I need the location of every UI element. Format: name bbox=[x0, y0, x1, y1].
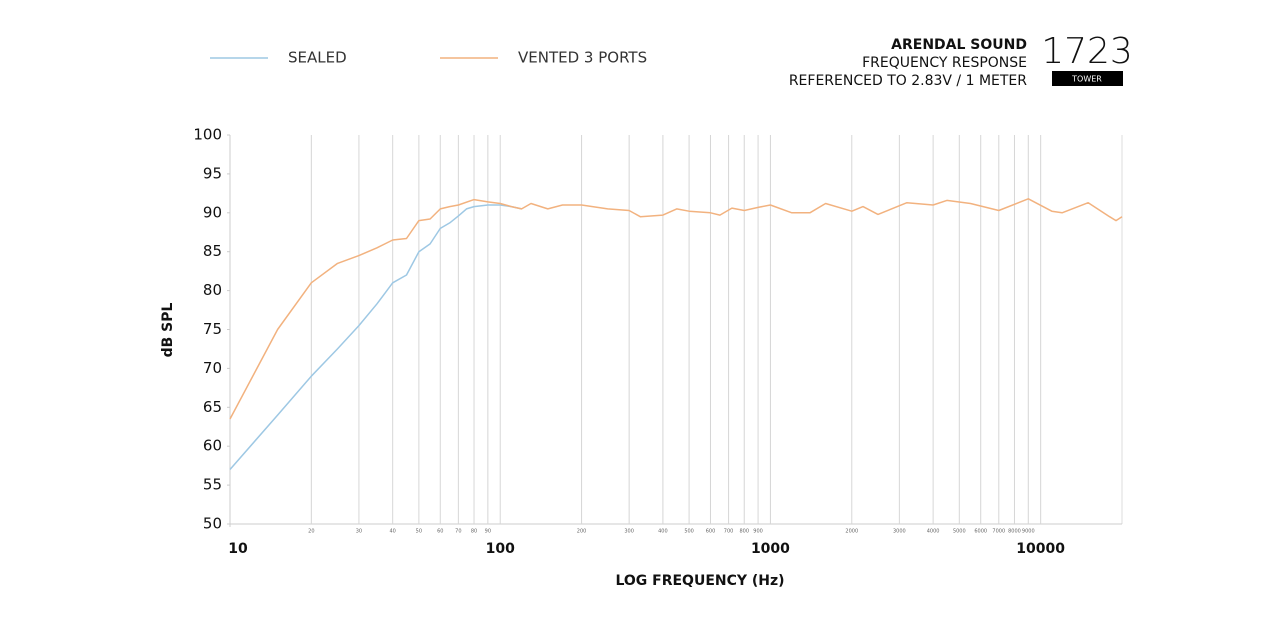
x-tick-label-minor: 80 bbox=[471, 529, 477, 535]
x-tick-label-minor: 40 bbox=[390, 529, 396, 535]
x-tick-label-minor: 900 bbox=[753, 529, 763, 535]
x-tick-label-minor: 4000 bbox=[927, 529, 940, 535]
y-tick-label: 90 bbox=[203, 203, 222, 221]
y-tick-label: 95 bbox=[203, 164, 222, 182]
y-tick-label: 70 bbox=[203, 359, 222, 377]
x-tick-label: 100 bbox=[486, 541, 515, 557]
x-tick-label-minor: 50 bbox=[416, 529, 422, 535]
model-variant: TOWER bbox=[1071, 75, 1102, 84]
x-tick-label-minor: 300 bbox=[624, 529, 634, 535]
y-tick-label: 100 bbox=[193, 126, 222, 144]
series-line bbox=[229, 198, 1123, 420]
model-number: 1723 bbox=[1041, 31, 1133, 72]
x-tick-label: 1000 bbox=[751, 541, 790, 557]
x-tick-label-minor: 200 bbox=[577, 529, 587, 535]
chart-subtitle: FREQUENCY RESPONSE bbox=[862, 55, 1027, 71]
y-tick-label: 75 bbox=[203, 320, 222, 338]
model-badge bbox=[1052, 71, 1123, 86]
x-tick-label-minor: 2000 bbox=[845, 529, 858, 535]
y-tick-label: 65 bbox=[203, 398, 222, 416]
y-tick-label: 85 bbox=[203, 242, 222, 260]
y-tick-label: 60 bbox=[203, 437, 222, 455]
x-tick-label-minor: 9000 bbox=[1022, 529, 1035, 535]
x-tick-label-minor: 600 bbox=[706, 529, 716, 535]
x-tick-label-minor: 3000 bbox=[893, 529, 906, 535]
chart-title: ARENDAL SOUND bbox=[891, 37, 1027, 53]
y-tick-label: 50 bbox=[203, 515, 222, 533]
x-tick-label: 10 bbox=[228, 541, 248, 557]
x-tick-label-minor: 5000 bbox=[953, 529, 966, 535]
x-tick-label-minor: 70 bbox=[455, 529, 461, 535]
y-tick-label: 80 bbox=[203, 281, 222, 299]
x-tick-label-minor: 6000 bbox=[974, 529, 987, 535]
legend-label: VENTED 3 PORTS bbox=[518, 49, 647, 67]
x-tick-label: 10000 bbox=[1016, 541, 1065, 557]
x-tick-label-minor: 90 bbox=[485, 529, 491, 535]
x-tick-label-minor: 30 bbox=[356, 529, 362, 535]
x-tick-label-minor: 7000 bbox=[992, 529, 1005, 535]
x-tick-label-minor: 400 bbox=[658, 529, 668, 535]
x-axis-label: LOG FREQUENCY (Hz) bbox=[615, 573, 784, 589]
y-axis-label: dB SPL bbox=[160, 303, 176, 358]
series-line bbox=[229, 204, 522, 470]
legend-label: SEALED bbox=[288, 49, 347, 67]
x-tick-label-minor: 60 bbox=[437, 529, 443, 535]
x-tick-label-minor: 8000 bbox=[1008, 529, 1021, 535]
x-tick-label-minor: 700 bbox=[724, 529, 734, 535]
y-tick-label: 55 bbox=[203, 476, 222, 494]
chart-note: REFERENCED TO 2.83V / 1 METER bbox=[789, 73, 1027, 89]
x-tick-label-minor: 500 bbox=[684, 529, 694, 535]
x-tick-label-minor: 20 bbox=[308, 529, 314, 535]
x-tick-label-minor: 800 bbox=[739, 529, 749, 535]
